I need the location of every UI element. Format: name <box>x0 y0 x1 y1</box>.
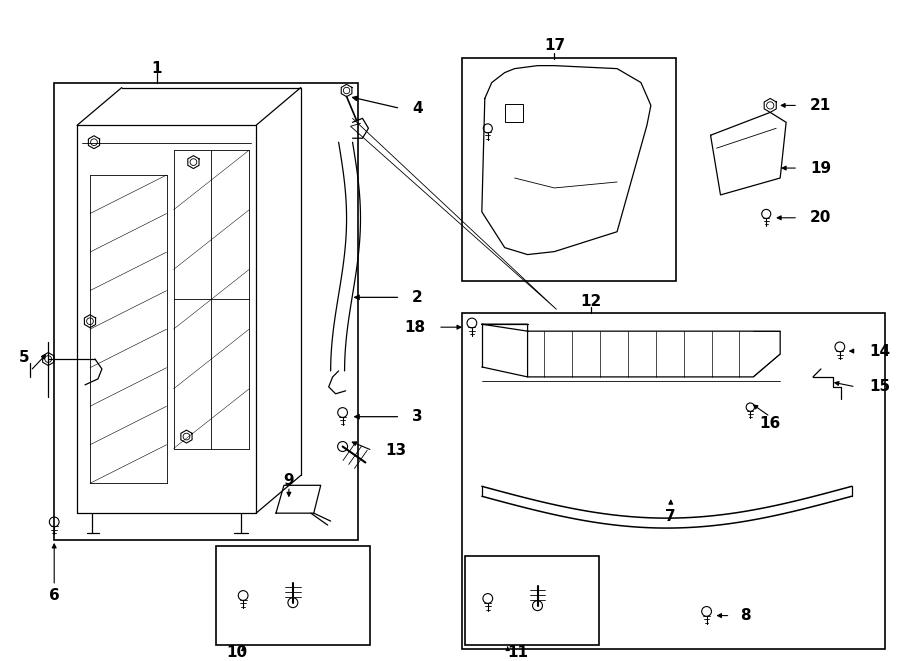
Text: 20: 20 <box>810 210 832 225</box>
Bar <box>216 546 371 645</box>
Text: 13: 13 <box>385 443 407 458</box>
Text: 14: 14 <box>869 344 891 358</box>
Text: 6: 6 <box>49 588 59 603</box>
Text: 3: 3 <box>412 409 423 424</box>
Bar <box>54 83 357 540</box>
Text: 4: 4 <box>412 101 423 116</box>
Bar <box>465 556 599 645</box>
Text: 18: 18 <box>404 320 425 334</box>
Text: 16: 16 <box>760 416 781 431</box>
Text: 7: 7 <box>665 508 676 524</box>
Bar <box>505 104 523 122</box>
Text: 1: 1 <box>151 61 162 76</box>
Bar <box>462 58 676 282</box>
Text: 17: 17 <box>544 38 565 54</box>
Bar <box>462 313 885 649</box>
Text: 12: 12 <box>580 294 602 309</box>
Text: 19: 19 <box>810 161 831 176</box>
Text: 21: 21 <box>810 98 832 113</box>
Text: 5: 5 <box>19 350 30 364</box>
Text: 2: 2 <box>412 290 423 305</box>
Text: 11: 11 <box>508 645 528 660</box>
Text: 8: 8 <box>741 608 751 623</box>
Text: 15: 15 <box>869 379 891 395</box>
Text: 9: 9 <box>284 473 294 488</box>
Text: 10: 10 <box>226 645 248 660</box>
